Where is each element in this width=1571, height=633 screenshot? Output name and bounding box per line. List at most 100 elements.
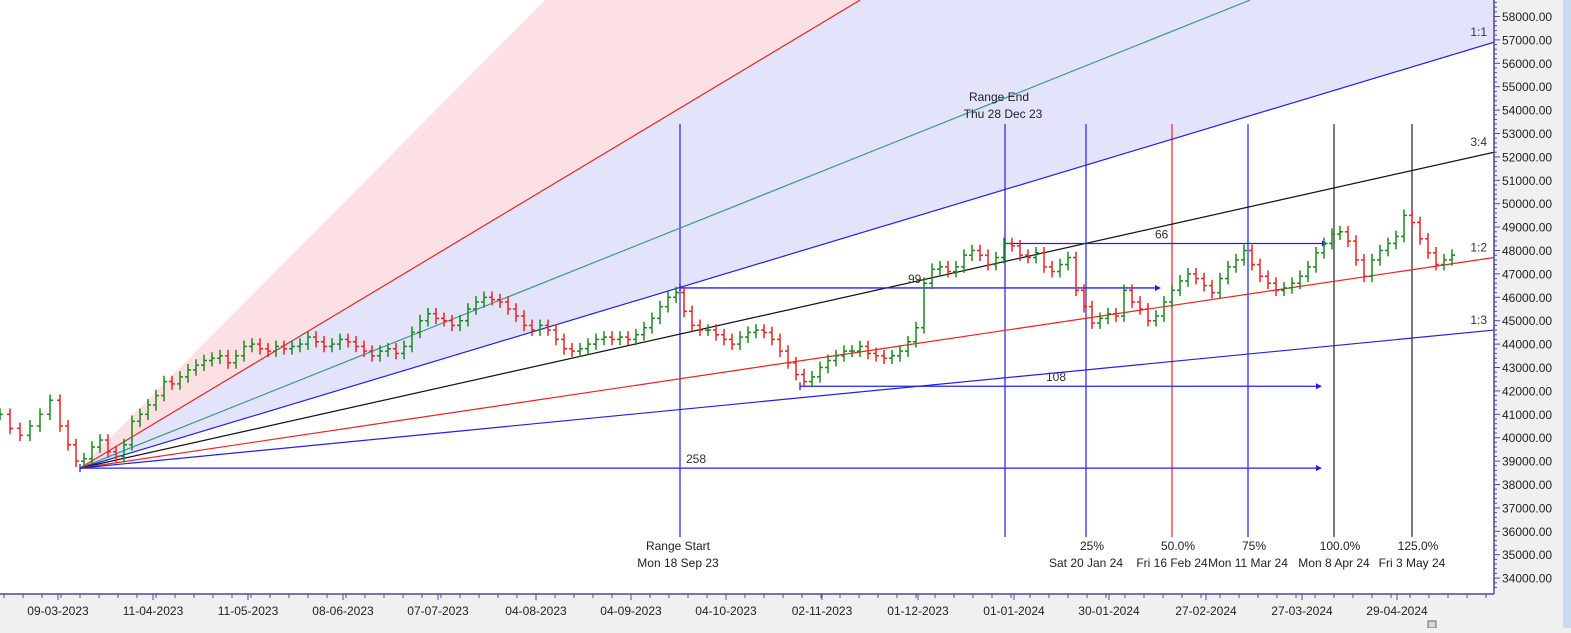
ohlc-bar bbox=[1017, 239, 1023, 262]
ohlc-bar bbox=[97, 434, 103, 453]
ohlc-bar bbox=[1441, 254, 1447, 271]
y-tick-label: 58000.00 bbox=[1502, 10, 1552, 24]
ohlc-bar bbox=[801, 368, 807, 388]
x-tick-label: 30-01-2024 bbox=[1078, 604, 1140, 618]
ohlc-bar bbox=[937, 261, 943, 276]
ohlc-bar bbox=[1273, 277, 1279, 297]
pct-date-label: Sat 20 Jan 24 bbox=[1049, 556, 1123, 570]
ohlc-bar bbox=[1449, 249, 1455, 266]
ohlc-bar bbox=[1113, 307, 1119, 322]
ohlc-bar bbox=[1249, 244, 1255, 271]
y-tick-label: 51000.00 bbox=[1502, 174, 1552, 188]
ohlc-bar bbox=[385, 342, 391, 357]
ohlc-bar bbox=[681, 286, 687, 318]
bar-count-label: 99 bbox=[908, 272, 922, 286]
y-tick-label: 37000.00 bbox=[1502, 501, 1552, 515]
ohlc-bar bbox=[881, 349, 887, 364]
ohlc-bar bbox=[1393, 230, 1399, 250]
ohlc-bar bbox=[953, 261, 959, 278]
ohlc-bar bbox=[753, 324, 759, 339]
ohlc-bar bbox=[1041, 246, 1047, 273]
ohlc-bar bbox=[1361, 254, 1367, 283]
y-tick-label: 48000.00 bbox=[1502, 244, 1552, 258]
ohlc-bar bbox=[977, 244, 983, 262]
ohlc-bar bbox=[849, 345, 855, 357]
ohlc-bar bbox=[89, 441, 95, 465]
ohlc-bar bbox=[1033, 246, 1039, 264]
fan-line-3-4 bbox=[79, 151, 1494, 469]
ohlc-bar bbox=[665, 291, 671, 313]
y-tick-label: 38000.00 bbox=[1502, 478, 1552, 492]
ohlc-bar bbox=[769, 326, 775, 346]
ohlc-bar bbox=[1065, 251, 1071, 271]
ohlc-bar bbox=[729, 333, 735, 350]
y-tick-label: 39000.00 bbox=[1502, 455, 1552, 469]
ohlc-bar bbox=[705, 324, 711, 336]
ohlc-bar bbox=[929, 263, 935, 290]
x-axis: 09-03-2023 11-04-2023 11-05-2023 08-06-2023… bbox=[0, 593, 1494, 618]
ohlc-bar bbox=[713, 324, 719, 341]
ohlc-bar bbox=[673, 286, 679, 304]
y-tick-label: 53000.00 bbox=[1502, 127, 1552, 141]
ohlc-bar bbox=[1145, 303, 1151, 327]
ohlc-bar bbox=[1297, 270, 1303, 290]
ohlc-bar bbox=[1329, 228, 1335, 250]
ohlc-bar bbox=[113, 445, 119, 463]
ohlc-bar bbox=[1049, 261, 1055, 278]
ohlc-bar bbox=[585, 338, 591, 355]
fan-line-1-1 bbox=[79, 41, 1494, 469]
ohlc-bar bbox=[1321, 237, 1327, 259]
y-axis: 34000.00 35000.00 36000.00 37000.00 38000.00… bbox=[1493, 0, 1552, 594]
ohlc-bar bbox=[1369, 254, 1375, 283]
ohlc-bar bbox=[1089, 300, 1095, 329]
ohlc-bar bbox=[1105, 307, 1111, 325]
ohlc-bar bbox=[7, 408, 13, 435]
ohlc-bar bbox=[1201, 272, 1207, 292]
ohlc-bar bbox=[289, 340, 295, 355]
ohlc-bar bbox=[825, 354, 831, 374]
ohlc-bar bbox=[617, 331, 623, 346]
x-tick-label: 02-11-2023 bbox=[792, 604, 853, 618]
ohlc-bar bbox=[1217, 272, 1223, 299]
ohlc-bar bbox=[1401, 209, 1407, 243]
fan-ratio-label: 3:4 bbox=[1470, 135, 1487, 149]
ohlc-bar bbox=[1169, 284, 1175, 308]
ohlc-bar bbox=[201, 354, 207, 372]
ohlc-bar bbox=[905, 335, 911, 357]
y-tick-label: 45000.00 bbox=[1502, 314, 1552, 328]
ohlc-bar bbox=[1121, 284, 1127, 322]
x-tick-label: 11-04-2023 bbox=[123, 604, 184, 618]
ohlc-bar bbox=[345, 333, 351, 348]
pct-date-label: Mon 11 Mar 24 bbox=[1208, 556, 1288, 570]
ohlc-bar bbox=[553, 324, 559, 346]
y-tick-label: 56000.00 bbox=[1502, 57, 1552, 71]
ohlc-bar bbox=[497, 293, 503, 308]
ohlc-bar bbox=[1185, 268, 1191, 287]
y-tick-label: 52000.00 bbox=[1502, 150, 1552, 164]
resize-handle[interactable] bbox=[1427, 620, 1437, 629]
fan-ratio-label: 1:3 bbox=[1470, 313, 1487, 327]
ohlc-bar bbox=[137, 408, 143, 428]
ohlc-bar bbox=[489, 291, 495, 306]
ohlc-bar bbox=[361, 340, 367, 357]
ohlc-bar bbox=[377, 345, 383, 362]
ohlc-bar bbox=[649, 312, 655, 334]
ohlc-bar bbox=[305, 331, 311, 350]
ohlc-bar bbox=[17, 422, 23, 442]
ohlc-bar bbox=[873, 347, 879, 362]
ohlc-bar bbox=[273, 340, 279, 357]
range-end-label: Range End bbox=[969, 90, 1029, 104]
ohlc-bar bbox=[993, 251, 999, 271]
ohlc-bar bbox=[73, 438, 79, 467]
x-tick-label: 04-08-2023 bbox=[505, 604, 567, 618]
ohlc-bar bbox=[721, 328, 727, 346]
ohlc-bar bbox=[449, 314, 455, 332]
ohlc-bar bbox=[481, 291, 487, 308]
ohlc-bar bbox=[177, 371, 183, 390]
x-tick-label: 29-04-2024 bbox=[1366, 604, 1428, 618]
ohlc-bar bbox=[1433, 246, 1439, 271]
ohlc-bar bbox=[47, 394, 53, 421]
ohlc-bar bbox=[1209, 279, 1215, 299]
